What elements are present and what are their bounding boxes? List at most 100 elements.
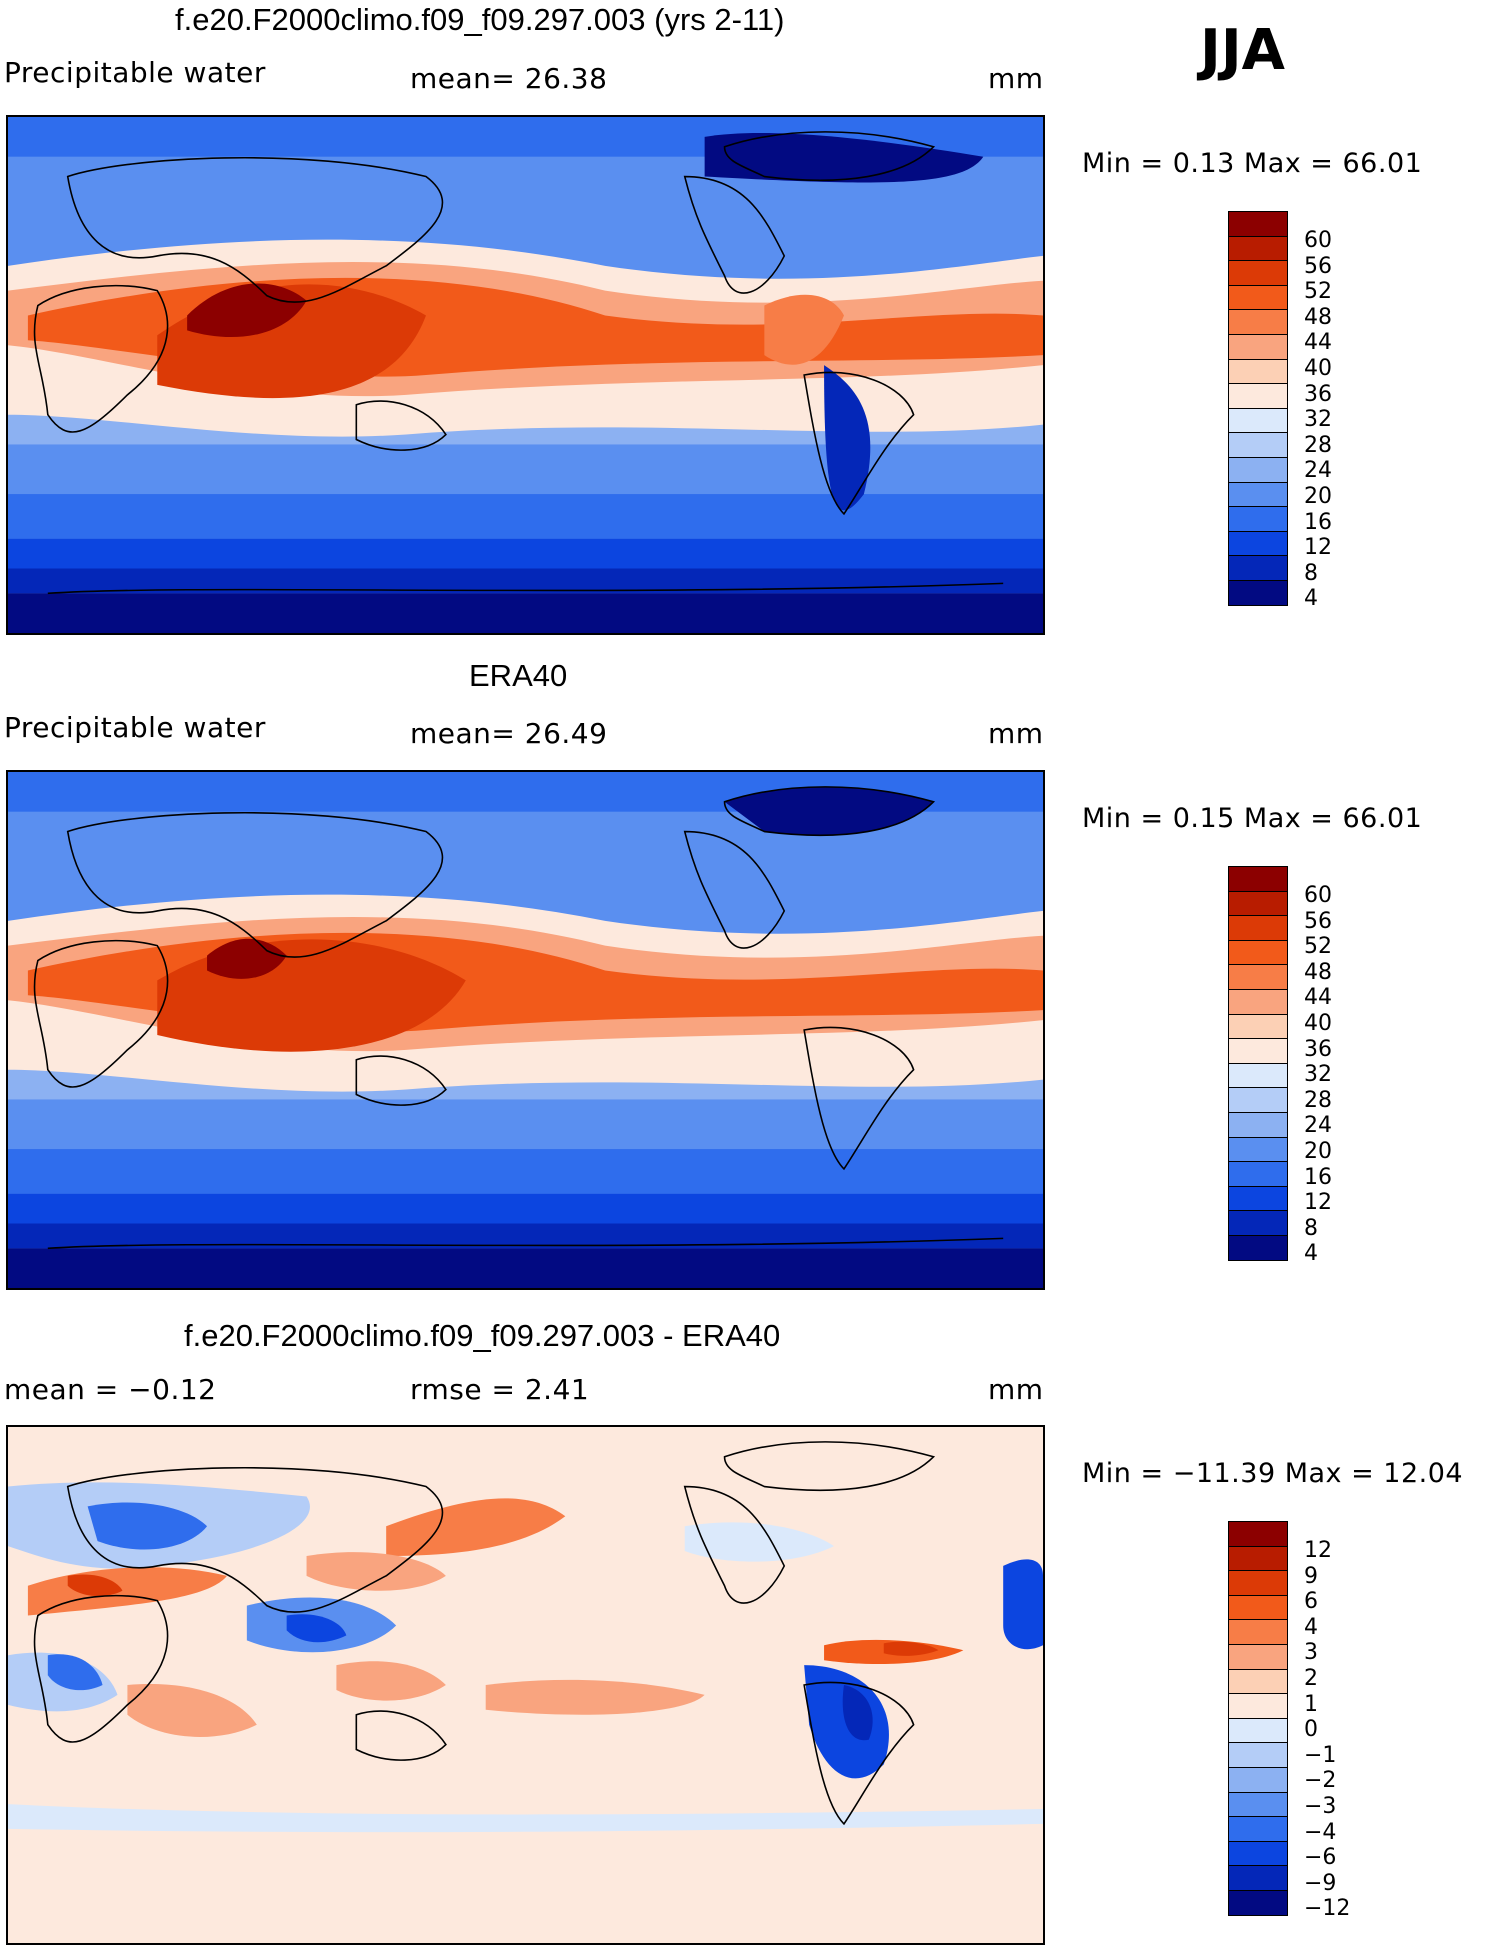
colorbar-label: 48 bbox=[1304, 304, 1332, 330]
panel1-colorbar-swatch bbox=[1228, 506, 1288, 532]
panel2-colorbar-swatch bbox=[1228, 915, 1288, 941]
colorbar-label: 24 bbox=[1304, 458, 1332, 484]
panel2-colorbar-swatch bbox=[1228, 1038, 1288, 1064]
panel3-colorbar-swatch bbox=[1228, 1643, 1288, 1670]
panel1-title: f.e20.F2000climo.f09_f09.297.003 (yrs 2-… bbox=[175, 2, 785, 37]
colorbar-label: 24 bbox=[1304, 1113, 1332, 1139]
colorbar-label: 4 bbox=[1304, 586, 1318, 612]
colorbar-label: 4 bbox=[1304, 1614, 1318, 1640]
panel2-colorbar-swatch bbox=[1228, 890, 1288, 917]
colorbar-label: 36 bbox=[1304, 381, 1332, 407]
panel2-colorbar-swatch bbox=[1228, 866, 1288, 892]
panel2-map bbox=[6, 770, 1045, 1290]
colorbar-label: 36 bbox=[1304, 1036, 1332, 1062]
panel1-colorbar-labels: 60 56 52 48 44 40 36 32 28 24 20 16 12 8… bbox=[1304, 228, 1332, 612]
colorbar-label: 0 bbox=[1304, 1717, 1318, 1743]
panel2-colorbar-swatch bbox=[1228, 1210, 1288, 1236]
season-label: JJA bbox=[1200, 18, 1286, 83]
panel2-colorbar-swatch bbox=[1228, 1161, 1288, 1187]
colorbar-label: 16 bbox=[1304, 509, 1332, 535]
panel3-mean-label: mean = −0.12 bbox=[4, 1373, 217, 1406]
colorbar-label: −9 bbox=[1304, 1870, 1337, 1896]
colorbar-label: −4 bbox=[1304, 1819, 1337, 1845]
colorbar-label: 2 bbox=[1304, 1665, 1318, 1691]
panel1-colorbar-swatch bbox=[1228, 260, 1288, 286]
colorbar-label: 60 bbox=[1304, 228, 1332, 253]
colorbar-label: 32 bbox=[1304, 407, 1332, 433]
colorbar-label: 40 bbox=[1304, 1010, 1332, 1036]
colorbar-label: −2 bbox=[1304, 1768, 1337, 1794]
colorbar-label: 52 bbox=[1304, 279, 1332, 305]
panel3-colorbar bbox=[1228, 1521, 1288, 1916]
panel1-colorbar-swatch bbox=[1228, 456, 1288, 483]
panel3-rmse-label: rmse = 2.41 bbox=[410, 1373, 590, 1406]
panel1-colorbar-swatch bbox=[1228, 284, 1288, 311]
colorbar-label: 16 bbox=[1304, 1164, 1332, 1190]
panel3-unit-label: mm bbox=[988, 1373, 1044, 1406]
panel2-map-svg bbox=[8, 772, 1043, 1288]
panel2-minmax-label: Min = 0.15 Max = 66.01 bbox=[1082, 803, 1423, 834]
panel3-colorbar-swatch bbox=[1228, 1594, 1288, 1621]
panel1-colorbar-swatch bbox=[1228, 432, 1288, 458]
panel2-colorbar-swatch bbox=[1228, 988, 1288, 1015]
colorbar-label: 44 bbox=[1304, 985, 1332, 1011]
panel2-colorbar-labels: 60 56 52 48 44 40 36 32 28 24 20 16 12 8… bbox=[1304, 883, 1332, 1267]
panel2-colorbar bbox=[1228, 866, 1288, 1261]
panel2-colorbar-swatch bbox=[1228, 1111, 1288, 1138]
panel2-variable-label: Precipitable water bbox=[4, 711, 266, 744]
panel1-colorbar-swatch bbox=[1228, 579, 1288, 606]
panel3-colorbar-swatch bbox=[1228, 1791, 1288, 1818]
panel3-colorbar-swatch bbox=[1228, 1717, 1288, 1744]
colorbar-label: 28 bbox=[1304, 432, 1332, 458]
colorbar-label: −12 bbox=[1304, 1896, 1351, 1922]
panel3-colorbar-swatch bbox=[1228, 1766, 1288, 1793]
panel1-colorbar-swatch bbox=[1228, 358, 1288, 385]
colorbar-label: 8 bbox=[1304, 560, 1318, 586]
colorbar-label: 9 bbox=[1304, 1563, 1318, 1589]
panel3-colorbar-swatch bbox=[1228, 1816, 1288, 1842]
panel3-title: f.e20.F2000climo.f09_f09.297.003 - ERA40 bbox=[184, 1318, 781, 1353]
panel1-variable-label: Precipitable water bbox=[4, 56, 266, 89]
colorbar-label: 60 bbox=[1304, 883, 1332, 908]
colorbar-label: 20 bbox=[1304, 1138, 1332, 1164]
panel2-unit-label: mm bbox=[988, 717, 1044, 750]
panel1-colorbar-swatch bbox=[1228, 211, 1288, 237]
panel2-colorbar-swatch bbox=[1228, 939, 1288, 966]
panel2-mean-label: mean= 26.49 bbox=[410, 717, 608, 750]
colorbar-label: 12 bbox=[1304, 1538, 1332, 1563]
colorbar-label: 12 bbox=[1304, 1190, 1332, 1216]
colorbar-label: 3 bbox=[1304, 1640, 1318, 1666]
panel1-colorbar bbox=[1228, 211, 1288, 606]
panel3-colorbar-swatch bbox=[1228, 1545, 1288, 1572]
colorbar-label: 4 bbox=[1304, 1241, 1318, 1267]
colorbar-label: 32 bbox=[1304, 1062, 1332, 1088]
panel1-colorbar-swatch bbox=[1228, 555, 1288, 581]
panel3-map-svg bbox=[8, 1427, 1043, 1943]
panel2-colorbar-swatch bbox=[1228, 1087, 1288, 1113]
panel1-map-svg bbox=[8, 117, 1043, 633]
panel1-colorbar-swatch bbox=[1228, 235, 1288, 262]
colorbar-label: 12 bbox=[1304, 535, 1332, 561]
panel1-colorbar-swatch bbox=[1228, 383, 1288, 409]
panel3-colorbar-swatch bbox=[1228, 1865, 1288, 1891]
colorbar-label: 52 bbox=[1304, 934, 1332, 960]
colorbar-label: 40 bbox=[1304, 355, 1332, 381]
colorbar-label: 48 bbox=[1304, 959, 1332, 985]
panel3-colorbar-swatch bbox=[1228, 1693, 1288, 1719]
panel1-unit-label: mm bbox=[988, 62, 1044, 95]
panel1-colorbar-swatch bbox=[1228, 530, 1288, 557]
panel3-map bbox=[6, 1425, 1045, 1945]
panel1-colorbar-swatch bbox=[1228, 309, 1288, 335]
colorbar-label: 8 bbox=[1304, 1215, 1318, 1241]
colorbar-label: −1 bbox=[1304, 1742, 1337, 1768]
panel2-title: ERA40 bbox=[469, 658, 568, 693]
colorbar-label: 56 bbox=[1304, 253, 1332, 279]
panel2-colorbar-swatch bbox=[1228, 1234, 1288, 1261]
colorbar-label: 20 bbox=[1304, 483, 1332, 509]
colorbar-label: 56 bbox=[1304, 908, 1332, 934]
panel1-colorbar-swatch bbox=[1228, 481, 1288, 508]
panel3-colorbar-swatch bbox=[1228, 1619, 1288, 1645]
panel3-colorbar-labels: 12 9 6 4 3 2 1 0 −1 −2 −3 −4 −6 −9 −12 bbox=[1304, 1538, 1350, 1922]
colorbar-label: −3 bbox=[1304, 1793, 1337, 1819]
colorbar-label: 1 bbox=[1304, 1691, 1318, 1717]
